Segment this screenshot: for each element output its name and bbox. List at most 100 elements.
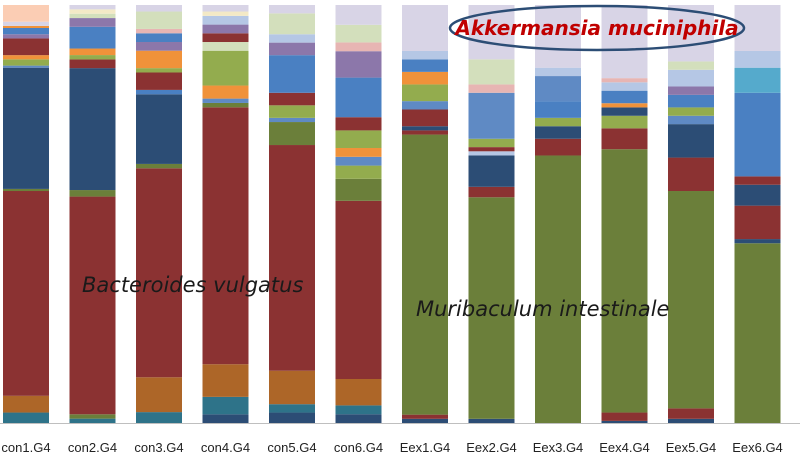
bar-segment [335,379,382,406]
x-tick-label: con5.G4 [267,440,316,455]
bar-segment [269,34,315,43]
bar-segment [601,420,648,423]
bar-segment [402,59,448,72]
bar-segment [668,86,714,95]
bar-segment [202,5,249,12]
bar-segment [335,200,382,379]
bar-segment [202,15,249,25]
bar-segment [69,59,116,69]
bar-segment [202,396,249,415]
bar-segment [535,101,581,118]
bar-segment [3,25,49,28]
bar-segment [335,165,382,179]
bar-segment [468,92,515,139]
bar-segment [335,42,382,52]
bar-segment [202,107,249,365]
bar-segment [734,205,781,240]
bar-segment [136,94,182,164]
bar-segment [269,412,315,423]
bar-segment [668,115,714,125]
bar-segment [335,130,382,148]
bar-segment [535,76,581,102]
bar-segment [136,72,182,90]
bar-segment [601,5,648,79]
bar-segment [535,5,581,68]
bar-segment [3,55,49,60]
bar-segment [136,68,182,73]
bar-segment [468,197,515,419]
bar-segment [535,138,581,156]
bar-segment [335,77,382,118]
bar-segment [601,78,648,83]
bar-segment [601,412,648,421]
bar-segment [668,124,714,158]
bar-segment [202,33,249,43]
bar-stacks [3,5,781,424]
bar-segment [668,418,714,423]
bar-segment [202,98,249,103]
bar-segment [202,24,249,34]
bar-segment [601,128,648,150]
x-tick-label: Eex4.G4 [599,440,650,455]
bar-segment [3,5,49,22]
bar-segment [202,42,249,51]
bar-segment [335,117,382,131]
bar-con1.G4 [3,5,49,423]
bar-segment [668,107,714,116]
bar-segment [3,65,49,68]
bar-segment [269,117,315,123]
bar-segment [468,186,515,198]
bar-segment [668,69,714,87]
x-tick-label: con3.G4 [134,440,183,455]
bar-segment [136,42,182,51]
bar-segment [668,408,714,419]
bar-segment [3,21,49,26]
bar-segment [402,418,448,423]
bar-segment [468,151,515,156]
bar-segment [202,364,249,397]
bar-segment [3,38,49,56]
bar-segment [202,11,249,16]
x-tick-label: con1.G4 [1,440,50,455]
x-tick-label: con6.G4 [334,440,383,455]
bar-segment [136,28,182,34]
bar-segment [734,239,781,244]
x-tick-label: Eex1.G4 [400,440,451,455]
x-tick-label: Eex5.G4 [666,440,717,455]
bar-segment [269,404,315,413]
annotation-bacteroides-vulgatus: Bacteroides vulgatus [82,273,303,297]
bar-segment [601,90,648,104]
bar-Eex6.G4 [734,5,781,423]
bar-segment [335,405,382,415]
bar-segment [69,196,116,415]
bar-segment [402,126,448,131]
bar-segment [69,190,116,197]
bar-segment [402,71,448,85]
bar-segment [601,82,648,91]
bar-Eex3.G4 [535,5,581,424]
x-tick-label: con2.G4 [68,440,117,455]
bar-Eex1.G4 [402,5,448,423]
bar-segment [3,188,49,192]
bar-segment [69,48,116,56]
bar-segment [535,126,581,139]
bar-segment [734,243,781,423]
bar-segment [402,101,448,110]
bar-segment [136,50,182,69]
bar-segment [468,147,515,152]
bar-segment [335,24,382,43]
bar-segment [69,5,116,10]
bar-segment [668,61,714,70]
bar-segment [269,5,315,14]
bar-segment [202,102,249,108]
bar-segment [136,377,182,413]
bar-segment [734,5,781,51]
bar-segment [535,155,581,424]
bar-segment [335,414,382,423]
bar-segment [269,92,315,106]
annotation-akkermansia-muciniphila: Akkermansia muciniphila [453,16,738,40]
bar-segment [601,115,648,129]
bar-segment [269,42,315,56]
bar-segment [269,145,315,371]
